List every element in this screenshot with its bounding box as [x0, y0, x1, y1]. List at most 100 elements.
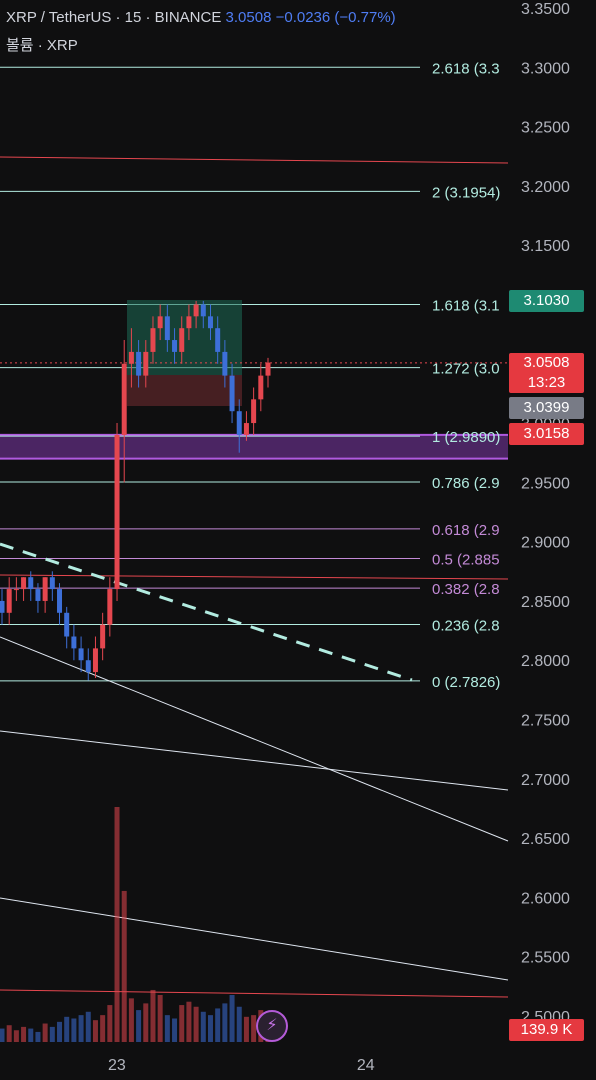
- volume-bar-7: [49, 1026, 55, 1042]
- volume-tag: 139.9 K: [509, 1019, 584, 1041]
- candle-body-16: [114, 434, 120, 590]
- candle-body-13: [92, 648, 98, 673]
- candle-body-6: [42, 577, 48, 601]
- volume-bar-18: [128, 998, 134, 1042]
- volume-bar-33: [236, 1006, 242, 1042]
- volume-bar-6: [42, 1023, 48, 1042]
- candle-body-33: [236, 411, 242, 435]
- candle-body-29: [207, 316, 213, 329]
- volume-bar-32: [229, 995, 235, 1042]
- candle-body-37: [265, 362, 271, 376]
- last-price: 3.0508: [225, 9, 272, 26]
- candle-body-28: [200, 304, 206, 317]
- price-tag-gray: 3.0399: [509, 397, 584, 419]
- volume-bar-11: [78, 1015, 84, 1042]
- candle-body-22: [157, 316, 163, 329]
- bar-countdown: 13:23: [527, 374, 566, 391]
- price-tag-current: 3.0508 13:23: [509, 353, 584, 393]
- volume-bar-2: [13, 1030, 19, 1042]
- candle-body-10: [71, 636, 77, 649]
- candle-body-1: [6, 589, 12, 613]
- volume-bar-4: [28, 1028, 34, 1042]
- candle-body-21: [150, 328, 156, 352]
- volume-bar-5: [35, 1031, 41, 1042]
- trend-line-red-bottom: [0, 989, 509, 998]
- trend-line-red-top: [0, 156, 509, 164]
- volume-bar-29: [207, 1015, 213, 1042]
- candle-body-12: [85, 660, 91, 673]
- candle-body-27: [193, 304, 199, 317]
- candle-body-31: [222, 351, 228, 376]
- x-axis-tick-0: 23: [108, 1057, 126, 1074]
- symbol-header[interactable]: XRP / TetherUS · 15 · BINANCE 3.0508 −0.…: [6, 9, 396, 26]
- x-axis-tick-1: 24: [357, 1057, 375, 1074]
- trend-line-white-1: [0, 636, 509, 842]
- purple-zone: [0, 434, 508, 459]
- volume-bar-14: [100, 1015, 106, 1042]
- y-axis-tick-12: 2.7500: [521, 713, 570, 730]
- y-axis-tick-3: 3.2000: [521, 179, 570, 196]
- y-axis-tick-1: 3.3000: [521, 60, 570, 77]
- candle-body-19: [136, 351, 142, 376]
- volume-bar-20: [143, 1003, 149, 1042]
- dashed-trend-line: [0, 542, 413, 682]
- candle-body-36: [258, 375, 264, 400]
- volume-bar-13: [92, 1020, 98, 1042]
- volume-bar-9: [64, 1016, 70, 1042]
- candle-body-18: [128, 351, 134, 364]
- candle-body-20: [143, 351, 149, 376]
- volume-bar-22: [157, 995, 163, 1042]
- candle-body-34: [243, 423, 249, 435]
- volume-bar-1: [6, 1025, 12, 1042]
- volume-bar-31: [222, 1003, 228, 1042]
- volume-bar-17: [121, 890, 127, 1042]
- candle-body-7: [49, 577, 55, 590]
- volume-bar-23: [164, 1015, 170, 1042]
- candle-body-23: [164, 316, 170, 341]
- fib-label-6: 0.618 (2.9: [432, 522, 500, 539]
- volume-bar-16: [114, 807, 120, 1042]
- price-tag-red: 3.0158: [509, 423, 584, 445]
- y-axis-tick-14: 2.6500: [521, 831, 570, 848]
- y-axis-tick-8: 2.9500: [521, 475, 570, 492]
- candle-body-5: [35, 589, 41, 601]
- candle-body-24: [172, 340, 178, 352]
- candle-body-11: [78, 648, 84, 661]
- price-change: −0.0236 (−0.77%): [275, 9, 396, 26]
- volume-bar-27: [193, 1006, 199, 1042]
- y-axis-tick-9: 2.9000: [521, 535, 570, 552]
- candle-body-25: [179, 328, 185, 352]
- lightning-icon[interactable]: ⚡: [256, 1010, 288, 1042]
- volume-bar-26: [186, 1001, 192, 1042]
- y-axis-tick-13: 2.7000: [521, 772, 570, 789]
- volume-bar-28: [200, 1011, 206, 1042]
- candle-body-35: [251, 399, 257, 424]
- y-axis-tick-15: 2.6000: [521, 890, 570, 907]
- volume-bar-21: [150, 989, 156, 1042]
- candle-body-4: [28, 577, 34, 590]
- volume-bar-15: [107, 1005, 113, 1042]
- trend-line-white-2: [0, 730, 509, 791]
- candle-body-8: [57, 589, 63, 613]
- candle-body-32: [229, 375, 235, 412]
- volume-bar-8: [57, 1021, 63, 1042]
- candle-body-15: [107, 589, 113, 625]
- fib-label-8: 0.382 (2.8: [432, 581, 500, 598]
- volume-bar-10: [71, 1018, 77, 1042]
- volume-bar-30: [215, 1008, 221, 1042]
- y-axis-tick-4: 3.1500: [521, 238, 570, 255]
- fib-label-5: 0.786 (2.9: [432, 475, 500, 492]
- trend-line-white-3: [0, 897, 509, 981]
- volume-bar-34: [243, 1016, 249, 1042]
- volume-bar-35: [251, 1015, 257, 1042]
- candle-body-0: [0, 600, 5, 613]
- candle-body-2: [13, 589, 19, 591]
- candle-body-17: [121, 363, 127, 435]
- current-price-value: 3.0508: [523, 354, 570, 371]
- volume-legend[interactable]: 볼륨 · XRP: [6, 37, 78, 54]
- fib-label-10: 0 (2.7826): [432, 674, 500, 691]
- volume-bar-3: [21, 1026, 27, 1042]
- candle-body-3: [21, 577, 27, 590]
- fib-label-7: 0.5 (2.885: [432, 551, 500, 568]
